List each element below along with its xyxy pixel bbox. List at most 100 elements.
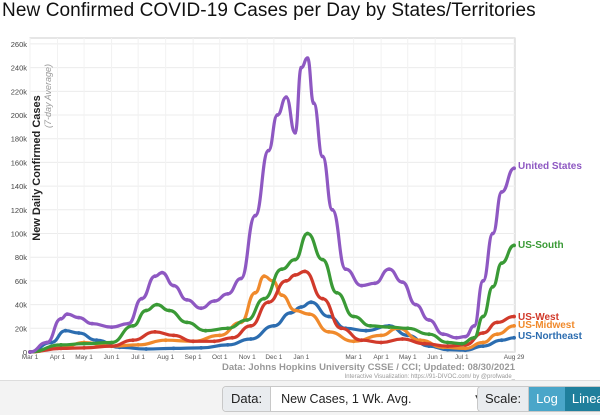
data-point: [405, 326, 410, 331]
series-label-united-states: United States: [518, 161, 582, 172]
x-tick-label: Mar 1: [22, 354, 39, 361]
data-point: [400, 337, 405, 341]
data-point: [171, 283, 176, 288]
data-point: [499, 261, 504, 265]
data-point: [364, 328, 368, 333]
data-point: [160, 270, 165, 275]
data-point: [266, 300, 271, 305]
data-point: [191, 339, 196, 344]
data-point: [512, 314, 516, 319]
y-tick-label: 80k: [15, 253, 27, 262]
data-point: [481, 279, 485, 283]
data-point: [305, 56, 310, 60]
data-point: [311, 101, 316, 106]
data-point: [144, 308, 149, 313]
data-point: [217, 333, 222, 338]
data-label: Data:: [223, 387, 272, 411]
data-point: [76, 331, 81, 335]
data-point: [351, 339, 356, 344]
data-point: [59, 343, 63, 347]
series-label-us-midwest: US-Midwest: [518, 320, 575, 331]
data-point: [139, 296, 144, 301]
y-tick-label: 40k: [15, 301, 27, 310]
data-select-group: Data: New Cases, 1 Wk. Avg. ▼: [222, 386, 493, 412]
log-scale-button[interactable]: Log: [529, 387, 565, 411]
data-point: [153, 330, 157, 334]
x-tick-label: Jun 1: [104, 354, 120, 361]
data-point: [144, 347, 149, 351]
data-point: [90, 321, 94, 326]
data-point: [212, 299, 217, 303]
data-point: [109, 325, 114, 329]
series-label-us-south: US-South: [518, 240, 564, 251]
data-point: [413, 302, 418, 307]
y-tick-label: 240k: [11, 64, 28, 73]
data-point: [154, 302, 159, 307]
data-point: [445, 344, 450, 348]
data-point: [427, 332, 431, 337]
data-point: [454, 335, 459, 340]
data-point: [284, 95, 289, 100]
y-tick-labels: 0 20k 40k 60k 80k 100k 120k 140k 160k 180k 200k 220…: [11, 40, 28, 357]
data-point: [495, 320, 500, 325]
data-point: [94, 338, 99, 343]
data-point: [495, 332, 500, 337]
data-point: [126, 321, 131, 326]
source-note: Data: Johns Hopkins University CSSE / CC…: [222, 362, 516, 373]
y-tick-label: 180k: [11, 135, 28, 144]
data-point: [512, 324, 516, 328]
data-point: [109, 344, 114, 348]
data-point: [459, 341, 464, 346]
data-point: [275, 113, 280, 117]
y-tick-label: 0: [23, 348, 27, 357]
x-tick-label: Oct 1: [212, 354, 228, 361]
data-point: [225, 343, 230, 347]
series-labels: United States US-South US-WestUS-MidwestUS…: [518, 161, 583, 342]
data-point: [481, 340, 485, 345]
y-tick-label: 20k: [15, 324, 27, 333]
data-point: [303, 269, 307, 274]
linear-scale-button[interactable]: Linear: [564, 387, 600, 411]
data-point: [320, 296, 325, 301]
data-point: [299, 305, 304, 309]
data-point: [163, 338, 168, 343]
data-point: [28, 350, 32, 354]
x-tick-labels: Mar 1 Apr 1 May 1 Jun 1 Jul 1 Aug 1 Sep 1 Oct 1…: [22, 354, 525, 361]
data-point: [320, 257, 325, 262]
data-point: [339, 326, 344, 331]
x-tick-label: Jan 1: [293, 354, 309, 361]
data-point: [136, 343, 141, 347]
data-point: [284, 279, 289, 283]
x-tick-label: Aug 1: [157, 354, 174, 361]
x-tick-label: Apr 1: [373, 354, 389, 361]
x-tick-label: Jul 1: [131, 354, 145, 361]
x-tick-label: May 1: [399, 354, 417, 361]
data-point: [199, 306, 204, 311]
data-point: [463, 346, 468, 351]
data-point: [351, 314, 356, 319]
data-point: [512, 166, 516, 171]
data-point: [248, 324, 253, 328]
data-point: [293, 308, 297, 313]
data-point: [153, 274, 157, 279]
x-tick-label: Apr 1: [50, 354, 66, 361]
data-point: [266, 148, 271, 153]
data-point: [248, 337, 253, 341]
data-point: [379, 340, 383, 345]
data-point: [131, 338, 135, 343]
data-select[interactable]: New Cases, 1 Wk. Avg. ▼: [271, 387, 491, 411]
x-tick-label: Jun 1: [427, 354, 443, 361]
data-point: [279, 293, 284, 297]
series-label-us-northeast: US-Northeast: [518, 331, 583, 342]
data-point: [422, 341, 427, 346]
y-tick-label: 140k: [11, 182, 28, 191]
data-point: [212, 339, 217, 344]
x-tick-label: Sep 1: [185, 354, 202, 361]
data-point: [253, 290, 258, 295]
data-point: [271, 324, 276, 328]
x-tick-label: May 1: [75, 354, 93, 361]
data-point: [427, 318, 431, 322]
data-select-value: New Cases, 1 Wk. Avg.: [281, 392, 412, 406]
data-point: [481, 314, 485, 319]
x-tick-label: Jul 1: [455, 354, 469, 361]
